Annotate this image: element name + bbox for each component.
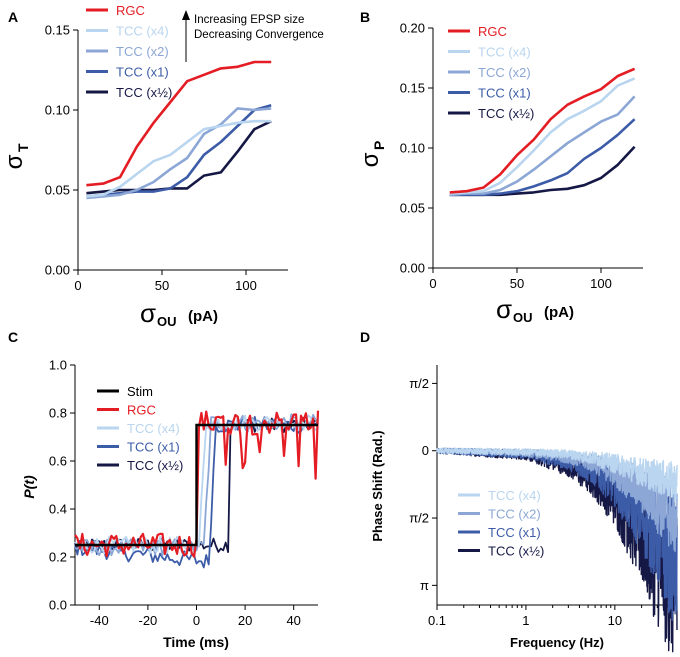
x-axis-symbol: σ [140, 298, 156, 328]
y-axis-label: σT [1, 143, 31, 169]
series-line-tcc_x4 [449, 77, 636, 195]
legend-label: TCC (x1) [488, 525, 541, 540]
y-tick-label: 0.00 [400, 261, 425, 276]
panel-label-C: C [8, 329, 18, 345]
x-tick-label: 50 [510, 276, 524, 291]
legend-label: TCC (x4) [478, 45, 531, 60]
legend-label: RGC [127, 403, 156, 418]
y-axis-title: P(t) [21, 475, 37, 499]
y-tick-label: 0.15 [400, 81, 425, 96]
x-tick-label: 100 [590, 276, 612, 291]
y-tick-label: 0.4 [49, 502, 67, 517]
x-axis-unit: (pA) [188, 308, 218, 325]
x-tick-label: 0 [74, 278, 81, 293]
panel-b: 0 50 100 0.00 0.05 0.10 0.15 0.20 RGC TCC (x4) TCC… [357, 21, 643, 325]
y-tick-label: 0.6 [49, 454, 67, 469]
x-tick-label: 40 [286, 613, 300, 628]
panel-d: 0.1 1 10 π/2 0 π/2 π TCC (x4) TCC (x2) TCC (x1) TC… [370, 365, 678, 653]
series-line-stim [75, 423, 318, 547]
series-line-rgc [449, 67, 636, 194]
x-axis-subscript: OU [157, 314, 177, 329]
x-axis-title: Time (ms) [163, 634, 229, 650]
annotation-arrowhead [182, 10, 190, 20]
x-axis-title: Frequency (Hz) [510, 635, 604, 650]
y-tick-label: 0.8 [49, 406, 67, 421]
x-tick-label: 1 [522, 613, 529, 628]
x-axis-symbol: σ [496, 294, 512, 324]
y-axis-symbol: σ [357, 152, 384, 167]
legend-label: TCC (x½) [478, 106, 534, 121]
x-axis-subscript: OU [513, 310, 533, 325]
legend-label: TCC (x4) [116, 24, 169, 39]
series-line-tcc_xhalf [86, 120, 272, 195]
panel-label-B: B [360, 9, 370, 25]
y-tick-label: π/2 [409, 511, 429, 526]
panel-a: 0 50 100 0.00 0.05 0.10 0.15 RGC TCC (x4) TCC (x2… [1, 3, 324, 329]
y-tick-label: 0.20 [400, 21, 425, 36]
series-line-tcc_x4 [436, 447, 678, 503]
y-tick-label: 0.2 [49, 550, 67, 565]
legend-label: RGC [478, 24, 507, 39]
legend-label: TCC (x1) [116, 65, 169, 80]
y-tick-label: 1.0 [49, 358, 67, 373]
x-tick-label: 0 [193, 613, 200, 628]
x-tick-label: 20 [238, 613, 252, 628]
legend-label: Stim [127, 384, 153, 399]
series-line-tcc_x4 [86, 119, 272, 198]
legend-label: TCC (x2) [478, 65, 531, 80]
panel-label-D: D [360, 329, 370, 345]
x-tick-label: -40 [90, 613, 109, 628]
legend-label: TCC (x1) [478, 86, 531, 101]
y-axis-subscript: P [371, 141, 387, 150]
y-tick-label: π/2 [409, 376, 429, 391]
y-tick-label: 0.0 [49, 598, 67, 613]
annotation-line-2: Decreasing Convergence [194, 29, 324, 41]
legend-label: TCC (x1) [127, 440, 180, 455]
legend-label: TCC (x½) [488, 544, 544, 559]
y-tick-label: 0.10 [400, 141, 425, 156]
x-tick-label: 10 [608, 613, 622, 628]
legend-label: RGC [116, 3, 145, 18]
y-tick-label: 0.05 [400, 201, 425, 216]
annotation-line-1: Increasing EPSP size [194, 14, 304, 26]
y-axis-title: Phase Shift (Rad.) [370, 430, 385, 541]
legend-label: TCC (x4) [127, 421, 180, 436]
x-tick-label: 0.1 [428, 613, 446, 628]
series-line-tcc_x2 [86, 107, 272, 200]
y-axis-symbol: σ [1, 154, 28, 169]
y-axis-subscript: T [15, 143, 31, 152]
legend-label: TCC (x½) [116, 85, 172, 100]
y-axis-label: Phase Shift (Rad.) [370, 430, 385, 541]
y-tick-label: 0.10 [45, 103, 70, 118]
y-tick-label: 0.00 [45, 263, 70, 278]
x-axis-unit: (pA) [544, 304, 574, 321]
series-line-rgc [86, 60, 272, 187]
series-line-tcc_x1 [86, 103, 272, 198]
panel-label-A: A [8, 9, 18, 25]
panel-c: -40 -20 0 20 40 0.0 0.2 0.4 0.6 0.8 1.0 Stim RGC TCC … [21, 358, 320, 650]
legend-label: TCC (x2) [116, 44, 169, 59]
x-tick-label: 0 [429, 276, 436, 291]
x-tick-label: 50 [155, 278, 169, 293]
y-axis-label: σP [357, 141, 387, 168]
x-tick-label: -20 [139, 613, 158, 628]
y-axis-label: P(t) [21, 475, 37, 499]
y-tick-label: 0.05 [45, 183, 70, 198]
y-tick-label: 0.15 [45, 23, 70, 38]
y-tick-label: 0 [422, 443, 429, 458]
x-tick-label: 100 [235, 278, 257, 293]
legend-label: TCC (x½) [127, 458, 183, 473]
series-line-tcc_x2 [449, 95, 636, 197]
legend-label: TCC (x2) [488, 507, 541, 522]
legend-label: TCC (x4) [488, 488, 541, 503]
y-tick-label: π [420, 578, 429, 593]
